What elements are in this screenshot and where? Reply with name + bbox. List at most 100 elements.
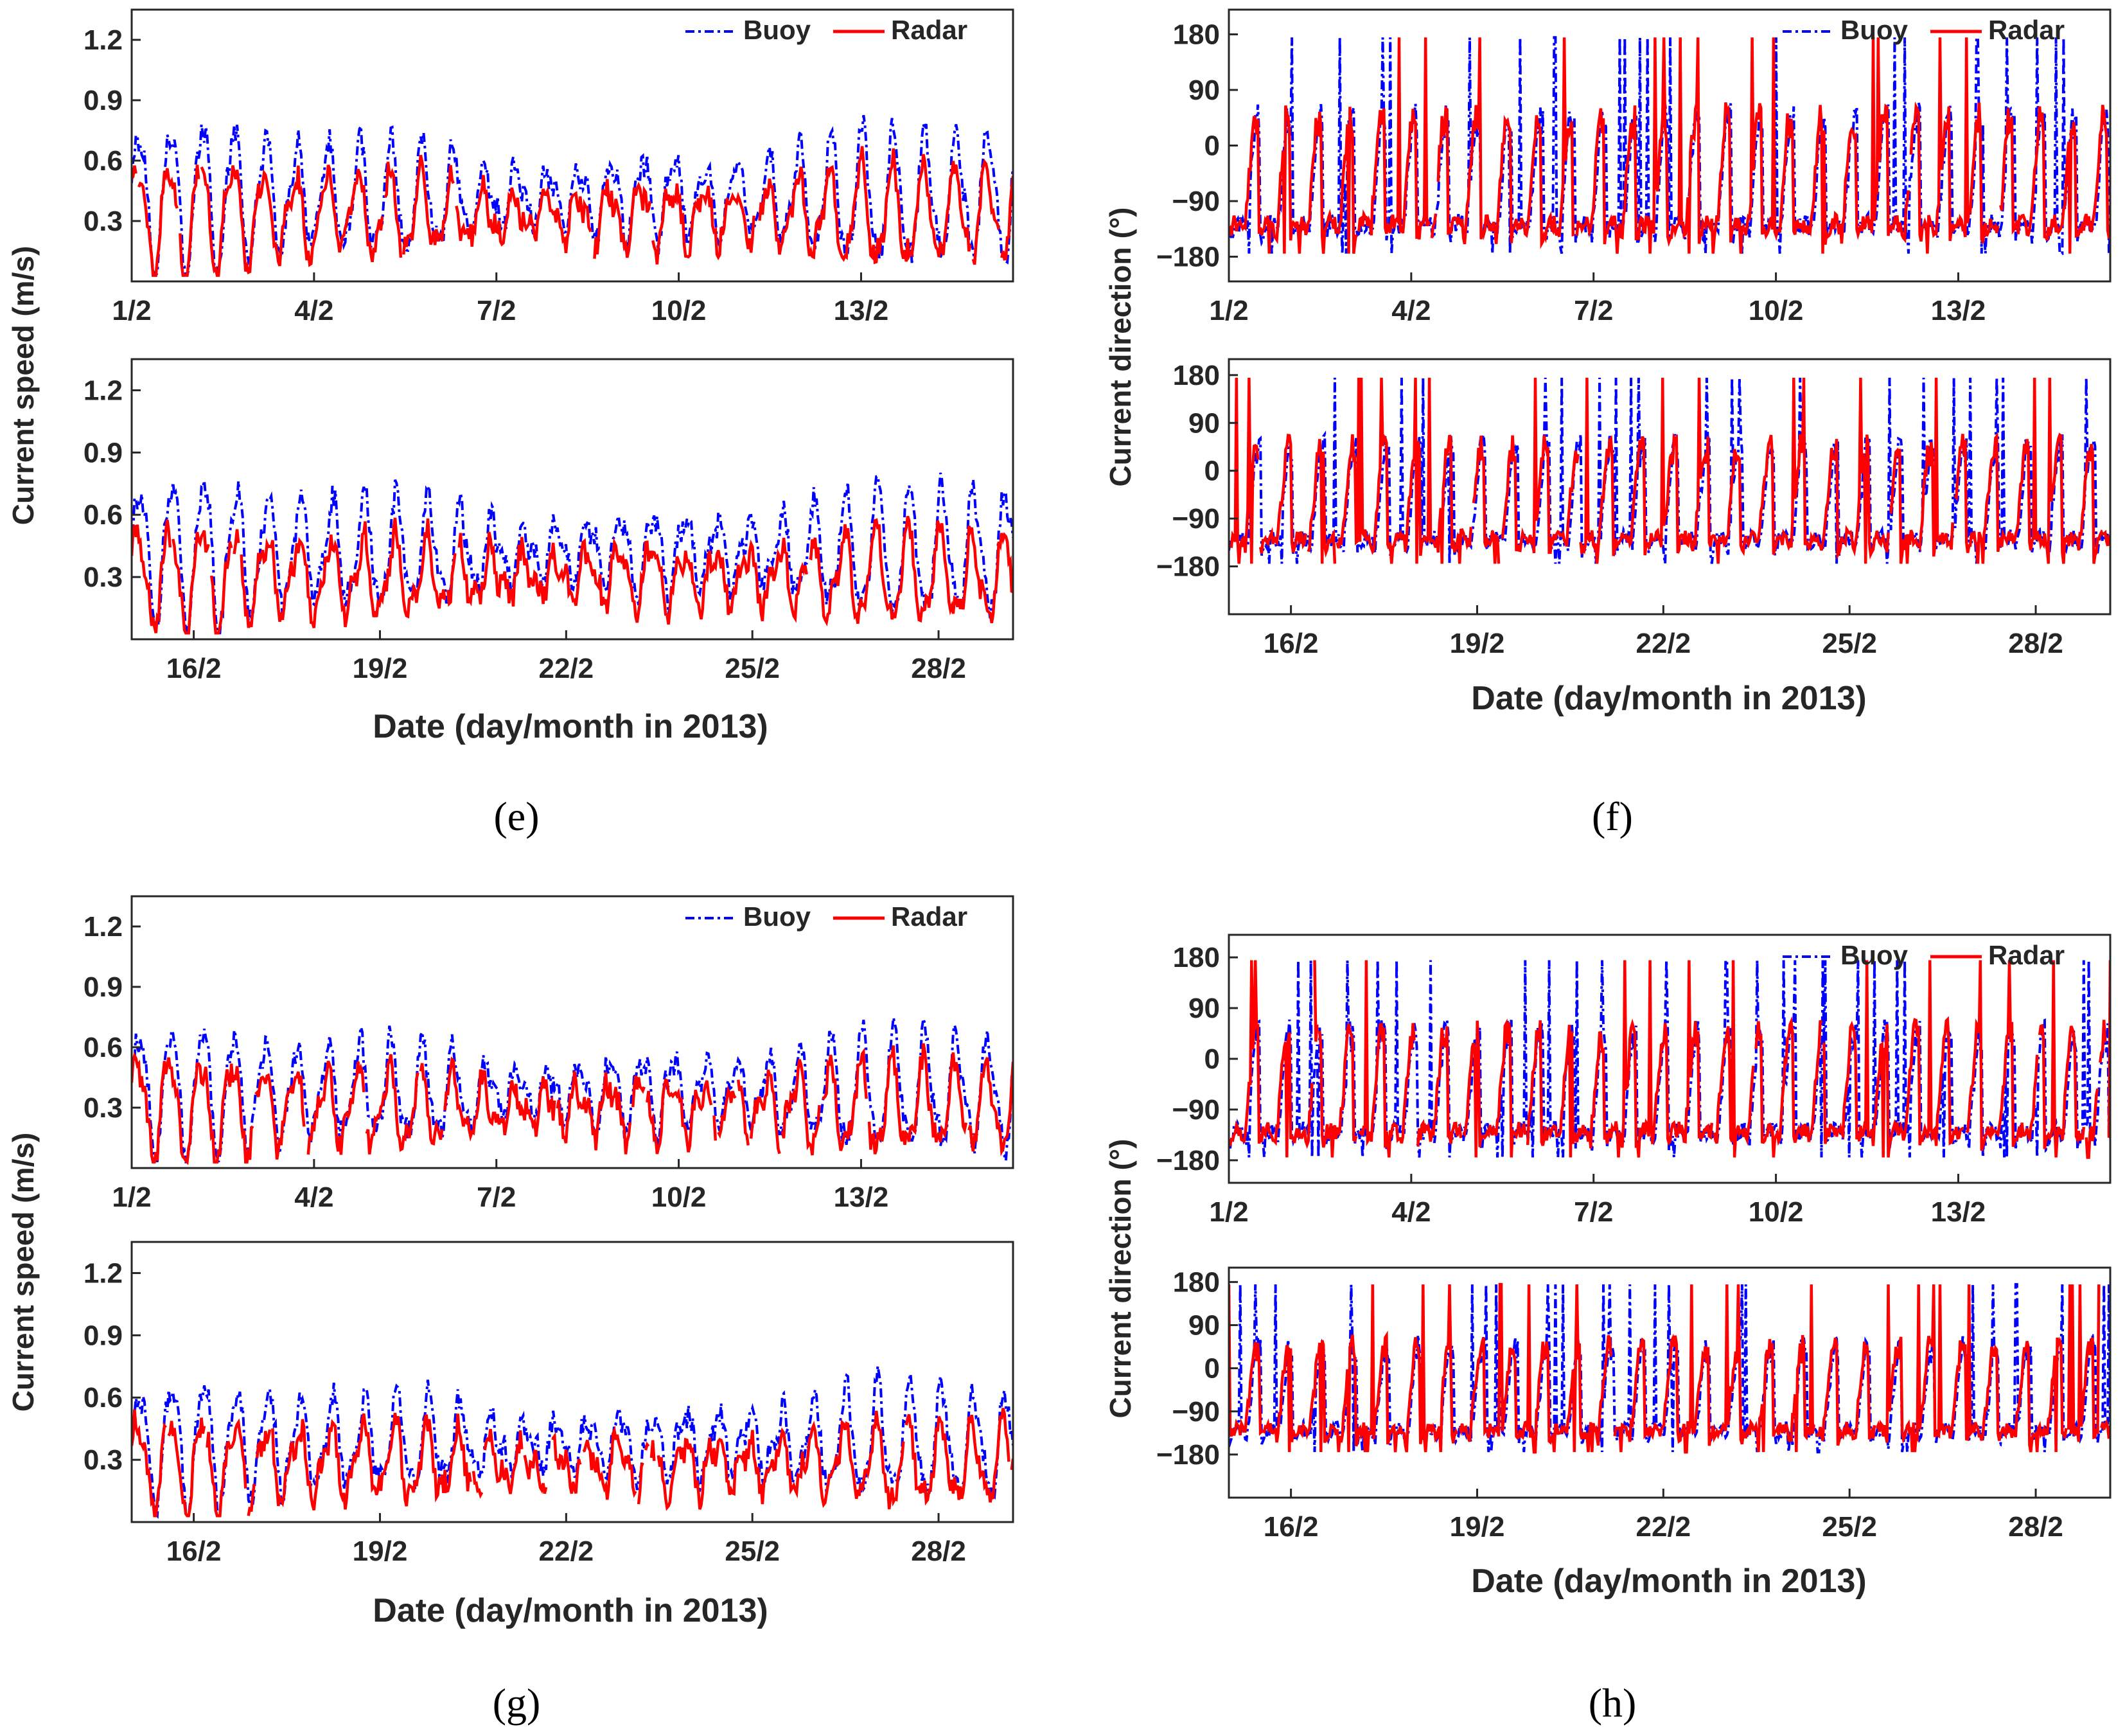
panel-g-top: 0.3 0.6 0.9 1.2 1/2 4/2 7/2 10/2 13/2 Buoy Radar <box>84 895 1014 1213</box>
g-bottom-ytick-label: 0.9 <box>84 1320 123 1351</box>
g-top-ytick-label: 0.9 <box>84 971 123 1003</box>
h-bottom-xtick-label: 16/2 <box>1264 1511 1319 1543</box>
panel-h-bottom: 180 90 0 −90 −180 16/2 19/2 22/2 25/2 28/2 <box>1156 1266 2112 1543</box>
e-top-series-buoy-line <box>132 115 1013 277</box>
f-bottom-xtick-label: 28/2 <box>2008 628 2063 659</box>
f-bottom-xtick-label: 22/2 <box>1636 628 1691 659</box>
h-top-xtick-label: 4/2 <box>1391 1196 1431 1228</box>
f-bottom-xtick-label: 19/2 <box>1450 628 1505 659</box>
f-top-xtick-label: 7/2 <box>1574 295 1613 326</box>
g-bottom-ytick-label: 0.6 <box>84 1382 123 1413</box>
g-top-xtick-label: 13/2 <box>834 1182 889 1213</box>
e-top-xtick-label: 10/2 <box>651 295 707 326</box>
panel-e-label: (e) <box>493 793 539 839</box>
h-bottom-series-buoy-line <box>1229 1283 2110 1454</box>
f-bottom-ytick-label: 0 <box>1204 456 1220 487</box>
f-top-ytick-label: 180 <box>1173 19 1220 50</box>
g-top-xtick-label: 10/2 <box>651 1182 707 1213</box>
f-top-xtick-label: 1/2 <box>1209 295 1248 326</box>
f-top-ytick-label: 0 <box>1204 130 1220 162</box>
h-top-ytick-label: 90 <box>1188 993 1220 1024</box>
e-bottom-xtick-label: 19/2 <box>353 653 408 684</box>
e-bottom-xtick-label: 22/2 <box>539 653 594 684</box>
f-bottom-series-radar-line <box>1230 377 2110 564</box>
f-top-xtick-label: 4/2 <box>1391 295 1431 326</box>
h-top-series-radar-line <box>1229 960 2110 1159</box>
h-bottom-ytick-label: 90 <box>1188 1310 1220 1342</box>
h-top-xtick-label: 10/2 <box>1749 1196 1804 1228</box>
e-top-xtick-label: 7/2 <box>477 295 516 326</box>
g-bottom-ytick-label: 1.2 <box>84 1257 123 1289</box>
panel-f-xlabel: Date (day/month in 2013) <box>1471 680 1866 717</box>
panel-e-ylabel: Current speed (m/s) <box>6 246 40 526</box>
f-top-legend-buoy-label: Buoy <box>1840 15 1909 45</box>
f-bottom-ytick-label: 180 <box>1173 360 1220 391</box>
g-bottom-axes-box <box>130 1241 1014 1523</box>
panel-h-label: (h) <box>1589 1680 1637 1726</box>
panel-g-bottom: 0.3 0.6 0.9 1.2 16/2 19/2 22/2 25/2 28/2 <box>84 1241 1014 1567</box>
h-bottom-series-radar-line <box>1229 1282 2110 1454</box>
h-bottom-xtick-label: 28/2 <box>2008 1511 2063 1543</box>
g-top-xtick-label: 1/2 <box>112 1182 151 1213</box>
h-bottom-ytick-label: −180 <box>1156 1439 1220 1471</box>
g-bottom-xtick-label: 22/2 <box>539 1536 594 1567</box>
e-bottom-xtick-label: 28/2 <box>911 653 966 684</box>
h-bottom-axes-box <box>1228 1266 2112 1499</box>
e-top-legend-buoy-label: Buoy <box>743 15 811 45</box>
h-top-legend-radar-label: Radar <box>1988 940 2065 970</box>
h-bottom-xtick-label: 19/2 <box>1450 1511 1505 1543</box>
f-bottom-xtick-label: 16/2 <box>1264 628 1319 659</box>
h-top-ytick-label: −180 <box>1156 1145 1220 1176</box>
e-bottom-series-buoy-line <box>132 472 1013 635</box>
g-top-xtick-label: 7/2 <box>477 1182 516 1213</box>
h-bottom-xtick-label: 22/2 <box>1636 1511 1691 1543</box>
h-bottom-ytick-label: −90 <box>1172 1396 1220 1428</box>
panel-g-label: (g) <box>493 1680 541 1726</box>
panel-e-bottom: 0.3 0.6 0.9 1.2 16/2 19/2 22/2 25/2 28/2 <box>84 358 1014 684</box>
g-top-ytick-label: 1.2 <box>84 911 123 943</box>
e-top-ytick-label: 1.2 <box>84 24 123 56</box>
e-top-xtick-label: 13/2 <box>834 295 889 326</box>
f-top-ytick-label: −180 <box>1156 242 1220 273</box>
g-bottom-xtick-label: 16/2 <box>166 1536 222 1567</box>
g-top-legend-radar-label: Radar <box>891 901 967 932</box>
h-top-xtick-label: 1/2 <box>1209 1196 1248 1228</box>
h-top-xtick-label: 13/2 <box>1931 1196 1986 1228</box>
h-bottom-xtick-label: 25/2 <box>1822 1511 1877 1543</box>
f-bottom-ytick-label: −90 <box>1172 503 1220 535</box>
panel-e-top: 0.3 0.6 0.9 1.2 1/2 4/2 7/2 10/2 13/2 Buoy Radar <box>84 8 1014 326</box>
f-top-xtick-label: 10/2 <box>1749 295 1804 326</box>
e-bottom-xtick-label: 16/2 <box>166 653 222 684</box>
g-bottom-xtick-label: 25/2 <box>725 1536 780 1567</box>
e-bottom-series-radar-line <box>132 515 1013 635</box>
h-bottom-ytick-label: 0 <box>1204 1353 1220 1385</box>
g-top-axes-box <box>130 895 1014 1169</box>
e-bottom-ytick-label: 0.9 <box>84 437 123 468</box>
e-top-xtick-label: 4/2 <box>294 295 333 326</box>
e-top-xtick-label: 1/2 <box>112 295 151 326</box>
panel-h-xlabel: Date (day/month in 2013) <box>1471 1563 1866 1600</box>
g-bottom-xtick-label: 19/2 <box>353 1536 408 1567</box>
e-bottom-axes-box <box>130 358 1014 641</box>
h-top-ytick-label: −90 <box>1172 1094 1220 1126</box>
f-top-xtick-label: 13/2 <box>1931 295 1986 326</box>
g-top-series-radar-line <box>132 1043 1013 1165</box>
h-top-xtick-label: 7/2 <box>1574 1196 1613 1228</box>
panel-g-xlabel: Date (day/month in 2013) <box>373 1592 768 1629</box>
panel-f-bottom: 180 90 0 −90 −180 16/2 19/2 22/2 25/2 28/2 <box>1156 358 2112 659</box>
e-top-axes-box <box>130 8 1014 283</box>
g-top-ytick-label: 0.3 <box>84 1092 123 1124</box>
e-top-ytick-label: 0.3 <box>84 206 123 237</box>
f-bottom-axes-box <box>1228 358 2112 616</box>
e-top-series-radar-line <box>132 146 1013 278</box>
e-bottom-xtick-label: 25/2 <box>725 653 780 684</box>
f-top-legend-radar-label: Radar <box>1988 15 2065 45</box>
h-top-series-buoy-line <box>1229 959 2110 1158</box>
panel-g-ylabel: Current speed (m/s) <box>6 1133 40 1412</box>
f-bottom-ytick-label: 90 <box>1188 407 1220 439</box>
f-bottom-xtick-label: 25/2 <box>1822 628 1877 659</box>
f-top-ytick-label: −90 <box>1172 186 1220 217</box>
g-top-xtick-label: 4/2 <box>294 1182 333 1213</box>
panel-f-label: (f) <box>1592 793 1633 839</box>
